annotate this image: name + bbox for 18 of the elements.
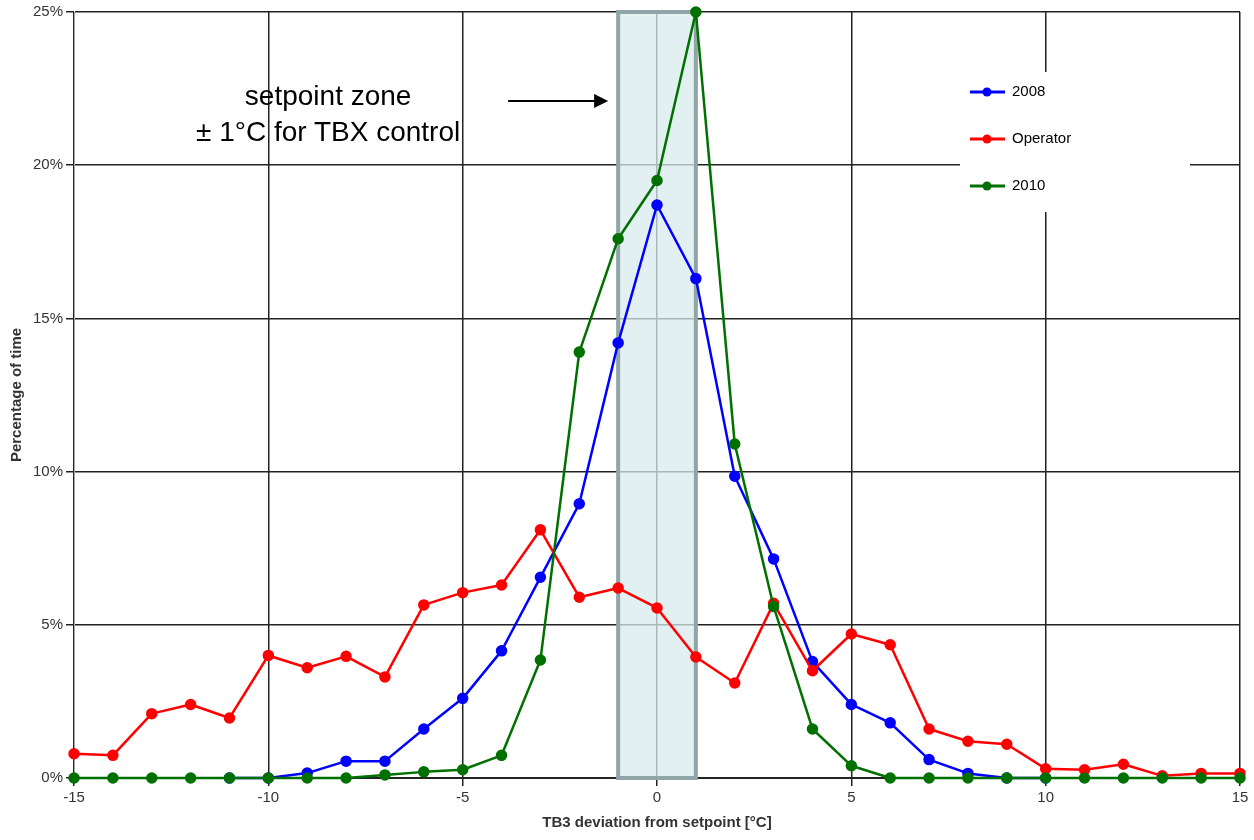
y-tick-label: 25% bbox=[32, 2, 64, 20]
y-tick-label: 20% bbox=[32, 155, 64, 173]
x-tick-label: 0 bbox=[652, 788, 662, 806]
x-tick-label: -15 bbox=[63, 788, 85, 806]
x-tick-label: 5 bbox=[847, 788, 856, 806]
legend-label: 2008 bbox=[1012, 82, 1046, 100]
y-tick-label: 0% bbox=[41, 768, 64, 786]
x-tick-label: 10 bbox=[1037, 788, 1055, 806]
y-axis-title: Percentage of time bbox=[7, 327, 25, 463]
x-tick-label: -10 bbox=[257, 788, 280, 806]
x-tick-label: 15 bbox=[1231, 788, 1249, 806]
legend-label: 2010 bbox=[1012, 176, 1046, 194]
y-tick-label: 10% bbox=[32, 461, 64, 479]
x-axis-title: TB3 deviation from setpoint [°C] bbox=[542, 813, 772, 831]
legend-label: Operator bbox=[1012, 129, 1072, 147]
x-tick-label: -5 bbox=[456, 788, 470, 806]
y-tick-label: 15% bbox=[32, 308, 64, 326]
y-tick-label: 5% bbox=[41, 614, 64, 632]
